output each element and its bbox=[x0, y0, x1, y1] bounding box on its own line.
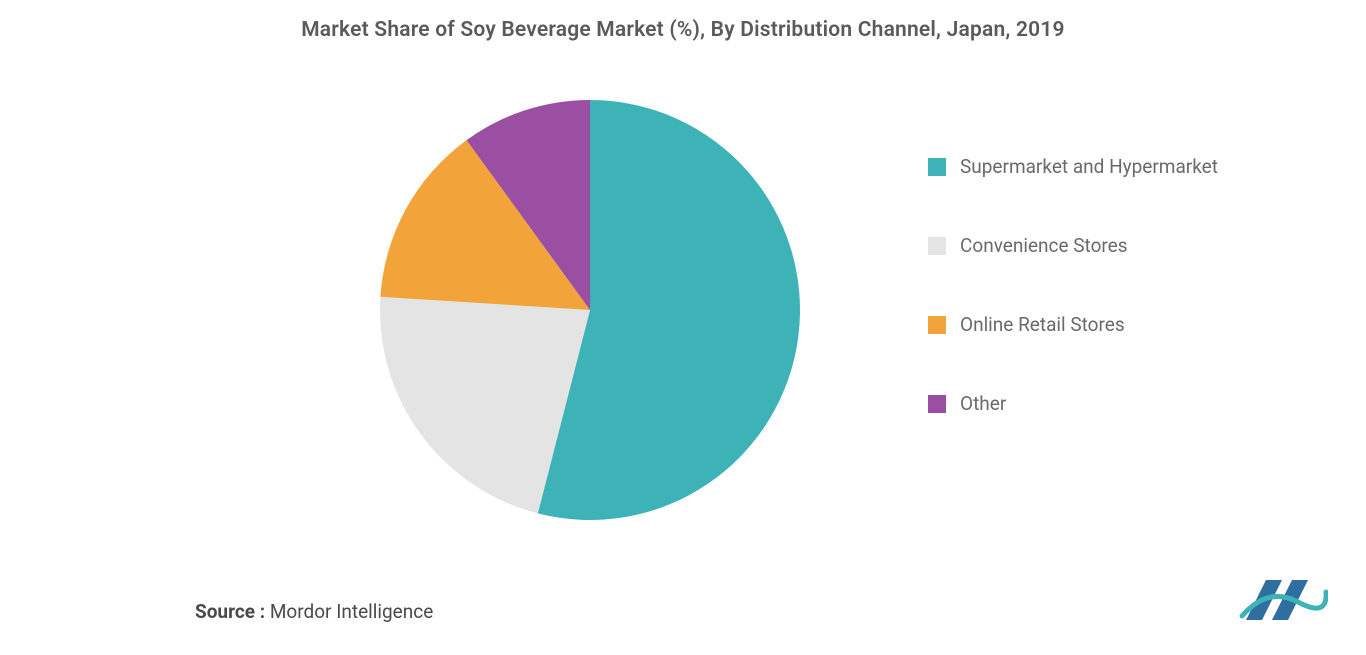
brand-logo bbox=[1238, 576, 1328, 630]
chart-title: Market Share of Soy Beverage Market (%),… bbox=[0, 0, 1366, 42]
legend-swatch bbox=[928, 316, 946, 334]
legend-item: Online Retail Stores bbox=[928, 313, 1218, 336]
source-value: Mordor Intelligence bbox=[270, 600, 433, 623]
legend-label: Convenience Stores bbox=[960, 234, 1128, 257]
legend-item: Supermarket and Hypermarket bbox=[928, 155, 1218, 178]
legend-label: Supermarket and Hypermarket bbox=[960, 155, 1218, 178]
legend-item: Other bbox=[928, 392, 1218, 415]
legend-swatch bbox=[928, 237, 946, 255]
chart-legend: Supermarket and Hypermarket Convenience S… bbox=[928, 155, 1218, 415]
source-line: Source : Mordor Intelligence bbox=[195, 600, 433, 623]
source-label: Source : bbox=[195, 600, 265, 623]
legend-label: Other bbox=[960, 392, 1006, 415]
legend-swatch bbox=[928, 158, 946, 176]
legend-label: Online Retail Stores bbox=[960, 313, 1125, 336]
pie-chart bbox=[380, 100, 800, 524]
pie-chart-svg bbox=[380, 100, 800, 520]
brand-logo-mark bbox=[1242, 580, 1326, 620]
legend-swatch bbox=[928, 395, 946, 413]
brand-logo-svg bbox=[1238, 576, 1328, 630]
legend-item: Convenience Stores bbox=[928, 234, 1218, 257]
